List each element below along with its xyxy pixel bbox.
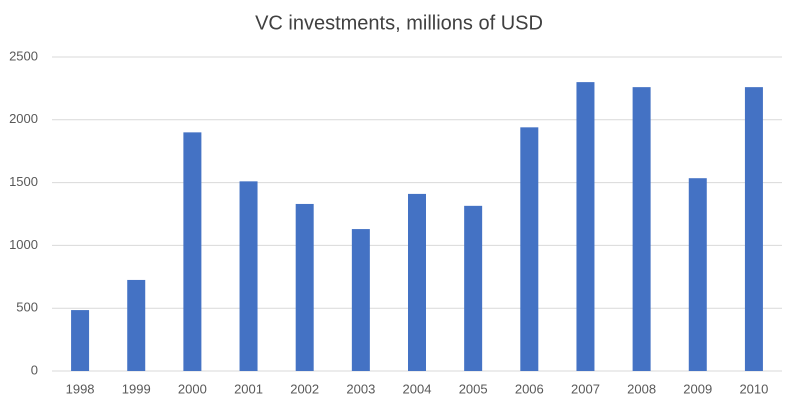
bar: [71, 310, 90, 371]
x-tick-label: 2008: [627, 381, 656, 396]
bar: [351, 229, 370, 371]
x-tick-label: 1998: [66, 381, 95, 396]
y-tick-label: 500: [16, 300, 38, 315]
bar: [183, 132, 202, 371]
y-tick-label: 2500: [9, 48, 38, 63]
bar: [408, 193, 426, 371]
x-tick-label: 2010: [739, 381, 768, 396]
x-tick-label: 1999: [122, 381, 151, 396]
bar: [520, 127, 539, 371]
bar: [295, 203, 314, 371]
y-tick-label: 1000: [9, 237, 38, 252]
x-tick-label: 2002: [290, 381, 319, 396]
x-tick-label: 2007: [571, 381, 600, 396]
x-tick-label: 2000: [178, 381, 207, 396]
bar: [632, 87, 651, 372]
x-tick-label: 2006: [515, 381, 544, 396]
x-tick-label: 2004: [403, 381, 432, 396]
y-tick-label: 1500: [9, 174, 38, 189]
x-tick-label: 2005: [459, 381, 488, 396]
y-tick-label: 0: [31, 362, 38, 377]
x-tick-label: 2001: [234, 381, 263, 396]
bar: [464, 205, 483, 371]
x-tick-label: 2009: [683, 381, 712, 396]
bar: [239, 181, 258, 371]
bar: [744, 87, 763, 372]
chart-title: VC investments, millions of USD: [255, 12, 543, 34]
x-tick-label: 2003: [346, 381, 375, 396]
bar: [576, 82, 595, 372]
bar: [127, 279, 146, 371]
y-tick-label: 2000: [9, 111, 38, 126]
bar: [688, 178, 707, 371]
